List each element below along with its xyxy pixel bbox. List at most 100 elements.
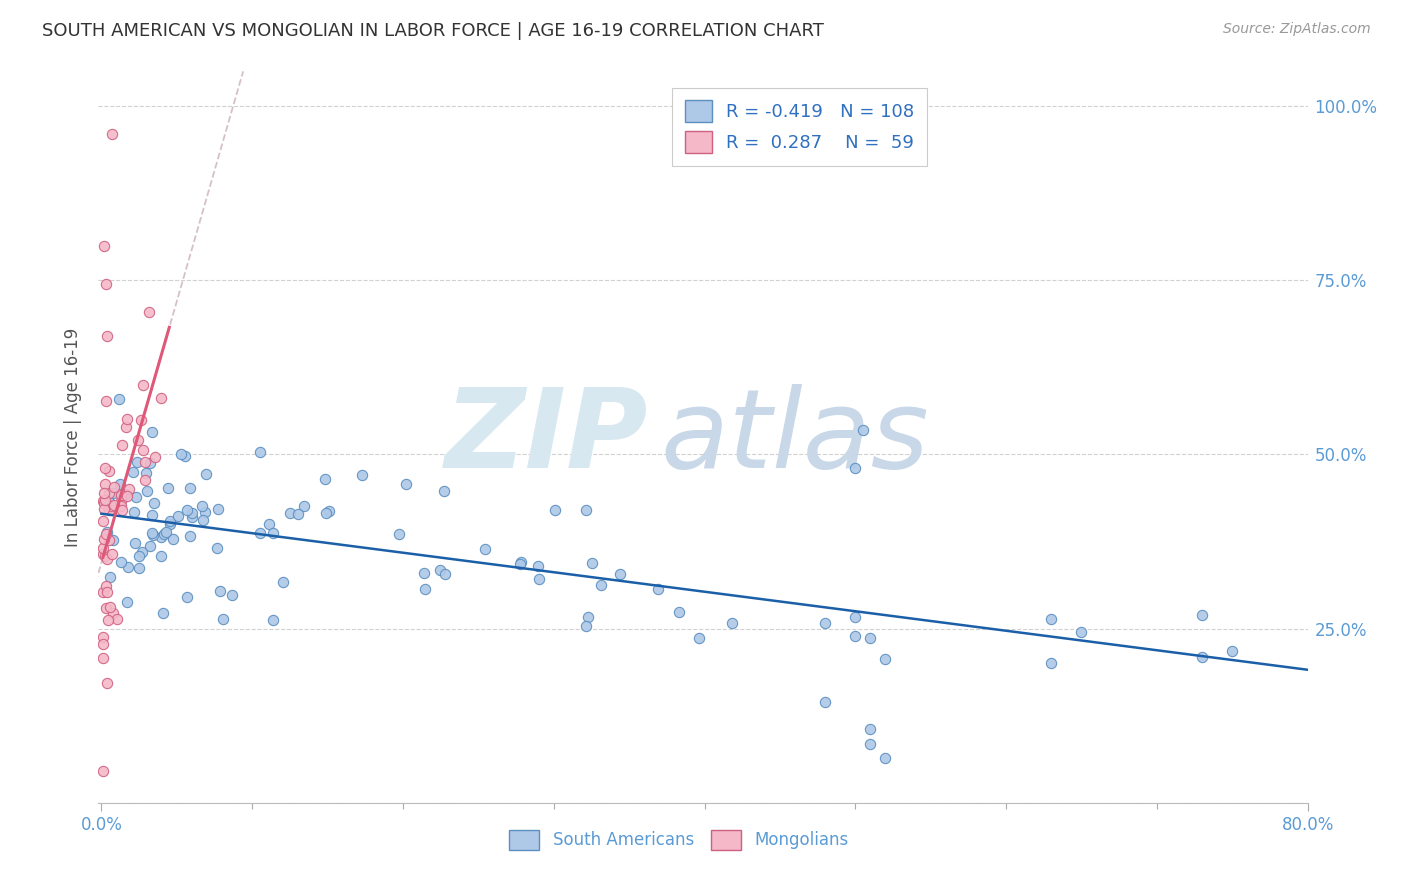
Point (100, 499, 122, 513)
Point (94, 600, 117, 615)
Point (96, 552, 118, 566)
Point (844, 610, 866, 624)
Point (93, 493, 115, 508)
Point (257, 516, 280, 531)
Point (155, 524, 177, 539)
Point (131, 545, 153, 559)
Point (101, 485, 124, 500)
Point (433, 484, 456, 499)
Point (135, 466, 157, 480)
Point (111, 503, 134, 517)
Point (110, 488, 132, 502)
Point (97, 533, 120, 548)
Point (128, 549, 150, 563)
Point (114, 487, 136, 501)
Point (181, 510, 204, 524)
Point (433, 567, 456, 582)
Point (93, 461, 115, 475)
Point (117, 482, 139, 496)
Point (852, 423, 875, 437)
Point (1070, 625, 1092, 640)
Point (93, 238, 115, 252)
Point (91, 514, 114, 528)
Point (91, 764, 114, 779)
Point (131, 443, 153, 458)
Point (141, 525, 163, 540)
Point (98, 599, 121, 614)
Point (191, 513, 214, 527)
Point (91, 636, 114, 650)
Text: SOUTH AMERICAN VS MONGOLIAN IN LABOR FORCE | AGE 16-19 CORRELATION CHART: SOUTH AMERICAN VS MONGOLIAN IN LABOR FOR… (42, 22, 824, 40)
Point (96, 329, 118, 343)
Point (110, 499, 132, 513)
Point (93, 501, 115, 516)
Point (122, 465, 145, 479)
Point (93, 532, 115, 546)
Point (93, 496, 115, 510)
Point (136, 483, 159, 498)
Point (509, 555, 531, 569)
Point (103, 606, 125, 620)
Point (575, 619, 598, 633)
Point (315, 506, 337, 520)
Point (688, 632, 710, 646)
Point (110, 493, 132, 508)
Point (474, 541, 496, 556)
Point (1191, 650, 1213, 665)
Point (194, 505, 217, 519)
Point (96, 676, 118, 690)
Point (127, 433, 149, 447)
Point (98, 495, 121, 509)
Point (101, 547, 124, 561)
Point (581, 556, 603, 570)
Point (117, 560, 139, 574)
Point (114, 420, 136, 434)
Point (176, 503, 198, 517)
Point (647, 582, 669, 596)
Point (98, 570, 121, 584)
Point (93, 549, 115, 563)
Point (98, 503, 121, 517)
Point (208, 583, 231, 598)
Point (149, 530, 172, 544)
Point (94, 477, 117, 491)
Point (91, 494, 114, 508)
Point (314, 473, 336, 487)
Point (103, 498, 125, 512)
Point (125, 490, 148, 504)
Point (413, 582, 436, 596)
Point (668, 606, 690, 620)
Point (97, 486, 120, 500)
Point (124, 536, 146, 550)
Point (162, 532, 184, 546)
Point (129, 413, 152, 427)
Point (221, 588, 243, 602)
Point (152, 607, 174, 621)
Point (91, 650, 114, 665)
Point (509, 558, 531, 572)
Point (262, 525, 284, 540)
Point (318, 504, 340, 518)
Point (98, 464, 121, 478)
Point (170, 447, 193, 461)
Point (721, 615, 744, 630)
Point (859, 737, 882, 751)
Point (207, 502, 229, 516)
Point (128, 560, 150, 574)
Point (176, 591, 198, 605)
Point (115, 489, 138, 503)
Point (287, 507, 309, 521)
Point (859, 722, 882, 736)
Point (96, 524, 118, 539)
Point (875, 652, 897, 666)
Point (150, 391, 173, 405)
Point (93, 486, 115, 500)
Point (141, 508, 163, 522)
Point (108, 392, 131, 406)
Point (110, 438, 132, 452)
Point (115, 595, 138, 609)
Point (167, 509, 190, 524)
Point (179, 482, 201, 496)
Point (91, 541, 114, 556)
Y-axis label: In Labor Force | Age 16-19: In Labor Force | Age 16-19 (65, 327, 83, 547)
